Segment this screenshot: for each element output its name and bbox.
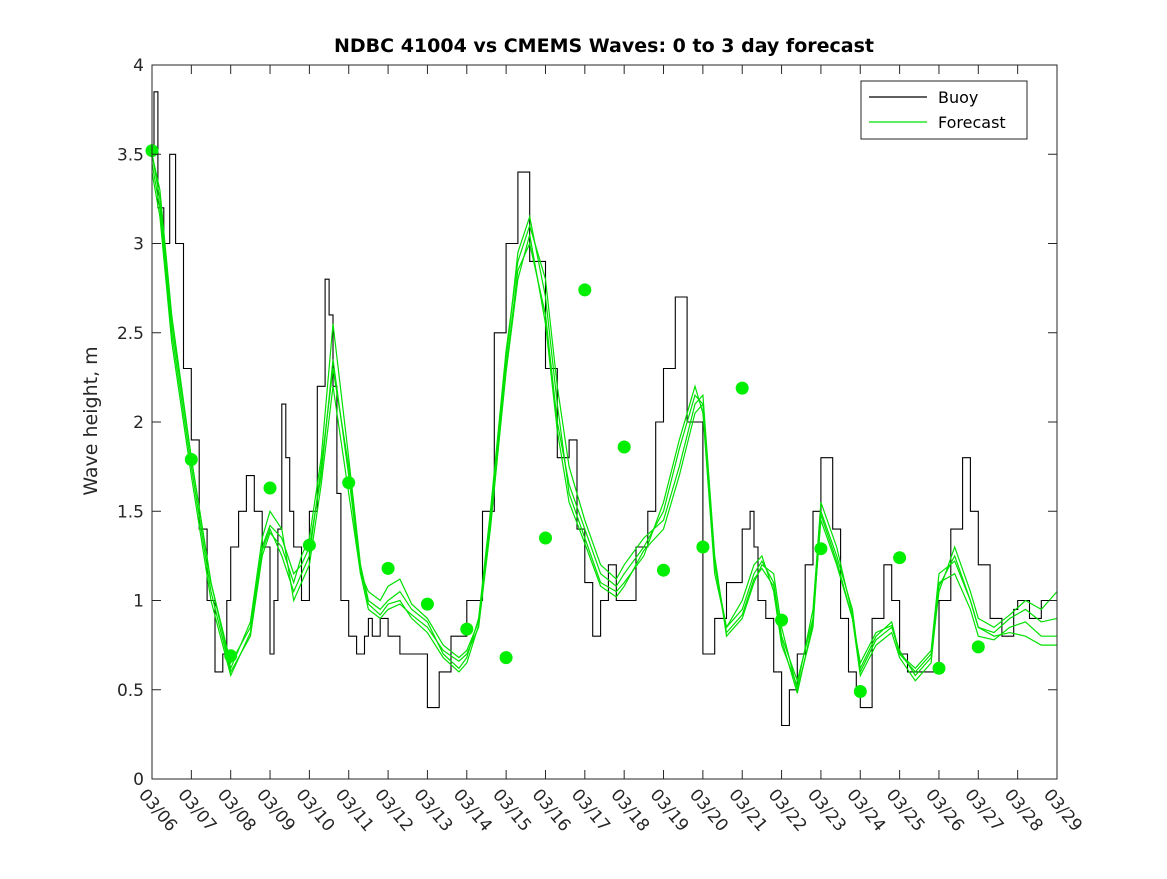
forecast-marker [420, 597, 434, 611]
forecast-series-line-4 [151, 171, 1057, 694]
y-tick-label: 0.5 [117, 681, 144, 701]
x-tick-label: 03/20 [685, 785, 732, 835]
x-tick-label: 03/15 [488, 785, 535, 835]
forecast-marker [539, 531, 552, 545]
x-tick-label: 03/27 [960, 785, 1007, 835]
forecast-marker [381, 561, 395, 575]
forecast-marker [342, 476, 356, 490]
forecast-marker [814, 542, 828, 556]
forecast-marker [775, 613, 789, 627]
x-tick-label: 03/13 [410, 785, 457, 835]
forecast-marker [853, 685, 867, 698]
y-axis: 0 0.5 1 1.5 2 2.5 3 3.5 4 [117, 56, 1057, 790]
forecast-marker [971, 640, 985, 654]
y-tick-label: 0 [133, 770, 144, 790]
chart-title: NDBC 41004 vs CMEMS Waves: 0 to 3 day fo… [334, 35, 874, 57]
x-tick-label: 03/21 [724, 785, 771, 835]
forecast-series-line-3 [151, 154, 1057, 689]
y-tick-label: 1 [133, 592, 144, 612]
x-tick-label: 03/06 [134, 785, 181, 835]
y-tick-label: 1.5 [117, 502, 144, 522]
x-tick-label: 03/08 [213, 785, 260, 835]
forecast-marker [499, 651, 513, 665]
x-tick-label: 03/28 [1000, 785, 1047, 835]
x-tick-label: 03/18 [606, 785, 653, 835]
y-tick-label: 3 [133, 235, 144, 255]
x-tick-label: 03/07 [173, 785, 220, 835]
forecast-marker [302, 538, 316, 552]
forecast-marker [932, 661, 946, 675]
x-tick-label: 03/14 [449, 785, 496, 835]
x-tick-label: 03/24 [842, 785, 889, 835]
forecast-marker [578, 283, 592, 297]
y-tick-label: 2.5 [117, 324, 144, 344]
y-tick-label: 4 [133, 56, 144, 76]
x-tick-label: 03/09 [252, 785, 299, 835]
forecast-marker [696, 540, 710, 554]
forecast-marker [617, 440, 631, 454]
x-tick-label: 03/25 [882, 785, 929, 835]
y-axis-label: Wave height, m [80, 346, 102, 495]
forecast-marker [735, 381, 749, 395]
x-tick-label: 03/22 [764, 785, 811, 835]
legend: Buoy Forecast [860, 80, 1028, 140]
x-tick-label: 03/29 [1039, 785, 1086, 835]
forecast-marker [893, 551, 907, 565]
y-tick-label: 3.5 [117, 145, 144, 165]
legend-forecast-label: Forecast [938, 113, 1006, 132]
y-tick-label: 2 [133, 413, 144, 433]
forecast-marker [657, 563, 670, 577]
x-tick-label: 03/17 [567, 785, 614, 835]
legend-box [860, 80, 1028, 140]
legend-buoy-label: Buoy [938, 88, 978, 107]
x-tick-label: 03/16 [528, 785, 575, 835]
forecast-marker [263, 481, 277, 495]
forecast-marker [224, 649, 238, 663]
x-tick-label: 03/12 [370, 785, 417, 835]
x-tick-label: 03/19 [646, 785, 693, 835]
x-tick-label: 03/23 [803, 785, 850, 835]
forecast-marker [460, 622, 474, 636]
x-tick-label: 03/26 [921, 785, 968, 835]
x-tick-label: 03/11 [331, 785, 378, 835]
marker-layer [145, 144, 985, 698]
forecast-marker [184, 453, 198, 466]
x-tick-label: 03/10 [292, 785, 339, 835]
